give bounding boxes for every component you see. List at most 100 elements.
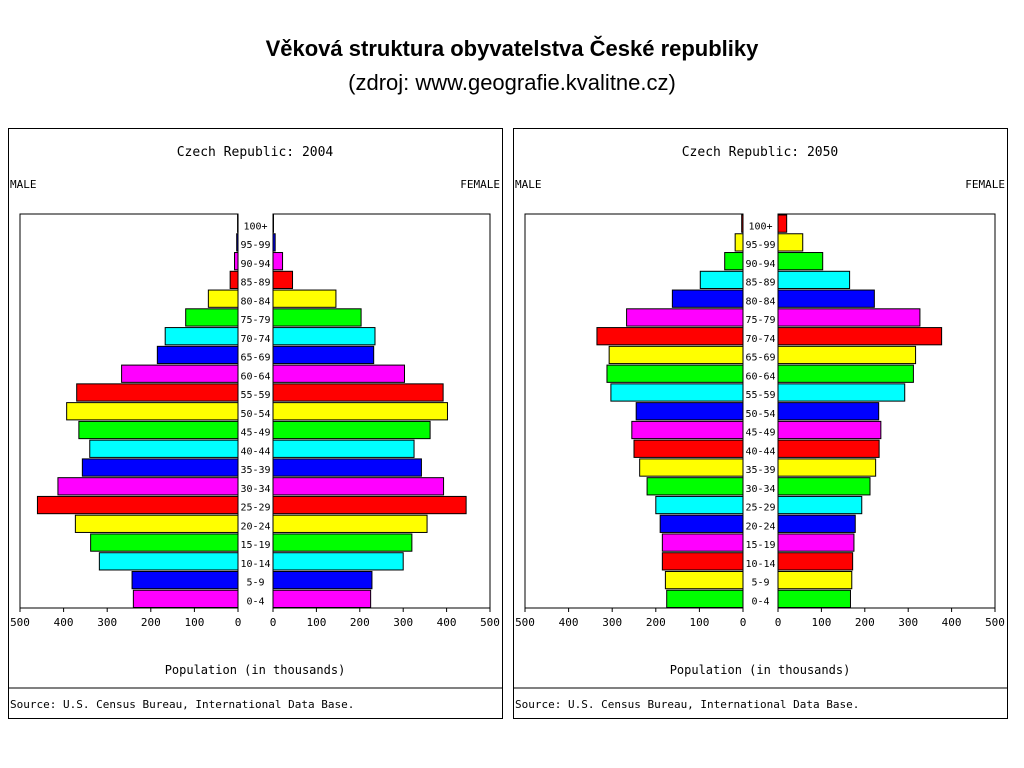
male-bar-35-39 xyxy=(639,458,744,477)
x-tick-label: 300 xyxy=(97,616,117,629)
x-tick-label: 300 xyxy=(393,616,413,629)
age-group-label: 95-99 xyxy=(745,240,775,251)
male-bar-55-59 xyxy=(610,383,744,402)
male-bar-95-99 xyxy=(236,233,239,252)
female-bar-45-49 xyxy=(272,420,431,440)
female-bar-90-94 xyxy=(777,252,824,271)
x-tick-label: 200 xyxy=(855,616,875,629)
x-tick-label: 100 xyxy=(811,616,831,629)
age-group-label: 70-74 xyxy=(240,334,270,345)
age-group-label: 90-94 xyxy=(240,259,270,270)
age-group-label: 0-4 xyxy=(246,597,264,608)
male-bar-85-89 xyxy=(699,270,744,290)
age-group-label: 20-24 xyxy=(745,521,775,532)
chart-title: Czech Republic: 2050 xyxy=(682,145,839,160)
male-bar-95-99 xyxy=(734,233,744,252)
age-group-label: 60-64 xyxy=(745,371,775,382)
male-bar-45-49 xyxy=(78,420,239,440)
age-group-label: 0-4 xyxy=(751,597,769,608)
male-bar-25-29 xyxy=(655,495,744,515)
male-bar-55-59 xyxy=(76,383,239,402)
female-bar-5-9 xyxy=(272,570,373,590)
age-group-label: 100+ xyxy=(243,221,267,232)
slide-subtitle: (zdroj: www.geografie.kvalitne.cz) xyxy=(348,70,676,95)
x-tick-label: 500 xyxy=(515,616,535,629)
male-bar-60-64 xyxy=(606,364,744,383)
female-bar-20-24 xyxy=(777,514,856,533)
male-bar-40-44 xyxy=(633,439,744,458)
female-bar-65-69 xyxy=(272,345,375,365)
age-group-label: 80-84 xyxy=(240,296,270,307)
age-group-label: 40-44 xyxy=(745,446,775,457)
female-bar-60-64 xyxy=(777,364,914,383)
female-bar-95-99 xyxy=(272,233,276,252)
age-group-label: 45-49 xyxy=(745,428,775,439)
age-group-label: 85-89 xyxy=(240,278,270,289)
male-bar-40-44 xyxy=(89,439,239,458)
male-bar-70-74 xyxy=(596,327,744,346)
male-bar-60-64 xyxy=(121,364,239,383)
female-label: FEMALE xyxy=(460,178,500,191)
age-group-label: 75-79 xyxy=(240,315,270,326)
female-bar-25-29 xyxy=(272,495,467,515)
age-group-label: 100+ xyxy=(748,221,772,232)
female-bar-20-24 xyxy=(272,514,428,533)
age-group-label: 10-14 xyxy=(240,559,270,570)
female-bar-90-94 xyxy=(272,252,284,271)
male-bar-80-84 xyxy=(207,289,239,308)
x-tick-label: 200 xyxy=(350,616,370,629)
x-axis-label: Population (in thousands) xyxy=(670,663,851,677)
x-tick-label: 100 xyxy=(184,616,204,629)
male-bar-35-39 xyxy=(81,458,239,477)
female-bar-65-69 xyxy=(777,345,917,365)
x-tick-label: 400 xyxy=(54,616,74,629)
female-bar-85-89 xyxy=(777,270,851,290)
x-tick-label: 0 xyxy=(235,616,242,629)
age-group-label: 75-79 xyxy=(745,315,775,326)
slide-title: Věková struktura obyvatelstva České repu… xyxy=(265,36,759,61)
male-bar-25-29 xyxy=(36,495,239,515)
x-tick-label: 400 xyxy=(437,616,457,629)
male-bar-65-69 xyxy=(608,345,744,365)
age-group-label: 20-24 xyxy=(240,521,270,532)
age-group-label: 80-84 xyxy=(745,296,775,307)
male-bar-5-9 xyxy=(664,570,744,590)
age-group-label: 5-9 xyxy=(246,578,264,589)
female-bar-50-54 xyxy=(777,402,880,421)
female-bar-35-39 xyxy=(777,458,877,477)
x-tick-label: 200 xyxy=(646,616,666,629)
female-bar-80-84 xyxy=(777,289,875,308)
male-bar-0-4 xyxy=(666,589,744,609)
male-bar-20-24 xyxy=(659,514,744,533)
male-bar-70-74 xyxy=(164,327,239,346)
source-note: Source: U.S. Census Bureau, Internationa… xyxy=(10,698,354,711)
female-bar-80-84 xyxy=(272,289,337,308)
age-group-label: 15-19 xyxy=(240,540,270,551)
age-group-label: 70-74 xyxy=(745,334,775,345)
age-group-label: 55-59 xyxy=(745,390,775,401)
male-bar-50-54 xyxy=(66,402,239,421)
age-group-label: 65-69 xyxy=(240,353,270,364)
male-bar-5-9 xyxy=(131,570,239,590)
x-tick-label: 300 xyxy=(898,616,918,629)
female-bar-35-39 xyxy=(272,458,422,477)
x-tick-label: 400 xyxy=(559,616,579,629)
age-group-label: 65-69 xyxy=(745,353,775,364)
x-tick-label: 300 xyxy=(602,616,622,629)
age-group-label: 50-54 xyxy=(745,409,775,420)
female-bar-45-49 xyxy=(777,420,882,440)
female-bar-10-14 xyxy=(272,552,404,571)
female-bar-10-14 xyxy=(777,552,854,571)
male-bar-80-84 xyxy=(671,289,744,308)
x-tick-label: 200 xyxy=(141,616,161,629)
age-group-label: 95-99 xyxy=(240,240,270,251)
x-tick-label: 0 xyxy=(270,616,277,629)
male-bar-75-79 xyxy=(185,308,239,327)
male-bar-20-24 xyxy=(74,514,239,533)
age-group-label: 15-19 xyxy=(745,540,775,551)
chart-frame xyxy=(513,128,1008,719)
x-tick-label: 400 xyxy=(942,616,962,629)
female-bar-75-79 xyxy=(272,308,362,327)
male-bar-0-4 xyxy=(132,589,239,609)
